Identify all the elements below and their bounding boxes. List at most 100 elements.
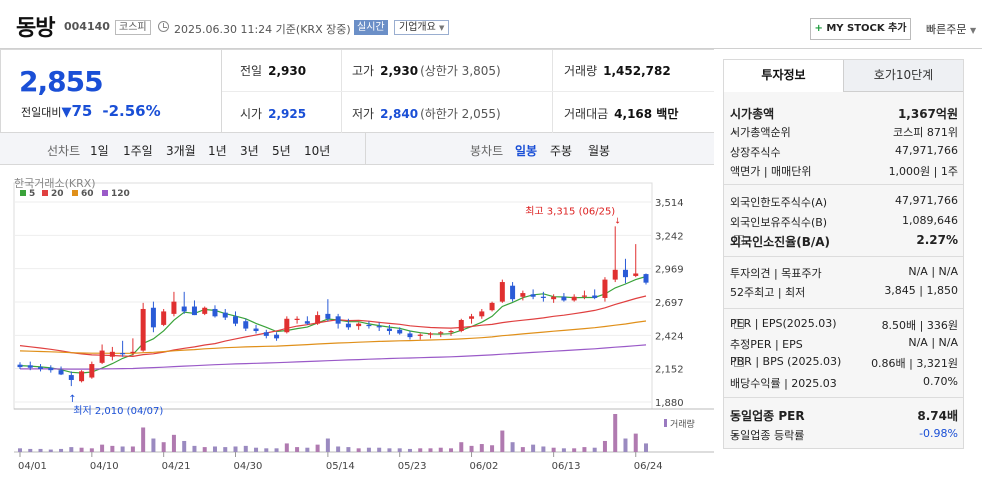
candle-body (510, 285, 516, 300)
tab-1w[interactable]: 1주일 (123, 144, 153, 158)
volume-bar (520, 447, 525, 452)
info-row-foreign-holding: 외국인보유주식수(B) 1,089,646 (730, 214, 958, 234)
volume-bar (561, 448, 566, 452)
candle-body (571, 296, 577, 301)
x-tick-label: 04/21 (162, 461, 191, 472)
chevron-right-icon[interactable]: ▸ (734, 410, 739, 419)
volume-bar (418, 448, 423, 452)
info-row-par-value: 액면가 | 매매단위 1,000원 | 1주 (730, 163, 958, 183)
tabs-divider (365, 133, 366, 165)
volume-bar (192, 445, 197, 452)
tab-daily[interactable]: 일봉 (515, 144, 538, 158)
candle-body (161, 311, 167, 325)
chevron-right-icon[interactable]: ▸ (734, 430, 739, 439)
volume-bar (325, 438, 330, 452)
stock-chart[interactable]: 한국거래소(KRX) 5 20 60 120 3,514 3,242 2,969 2,697 2,… (0, 165, 714, 490)
volume-bar (274, 448, 279, 452)
change-row: 전일대비▼75 -2.56% (21, 102, 161, 120)
info-label-52w-high-low: 52주최고 | 최저 (730, 286, 806, 299)
x-tick-label: 06/24 (634, 461, 663, 472)
legend-swatch (72, 190, 78, 196)
quick-order-button[interactable]: 빠른주문 ▼ (926, 21, 976, 37)
candle-body (592, 295, 598, 298)
volume-bar (161, 442, 166, 452)
my-stock-add-button[interactable]: + MY STOCK 추가 (810, 18, 911, 40)
tab-monthly[interactable]: 월봉 (588, 144, 611, 158)
tab-invest-info[interactable]: 투자정보 (724, 60, 844, 92)
volume-bar (541, 446, 546, 452)
candle-body (345, 323, 351, 328)
info-label-industry-change: 동일업종 등락률 (730, 429, 805, 442)
candle-body (89, 364, 95, 378)
stat-low-label: 저가 (352, 107, 375, 121)
candle-body (191, 306, 197, 316)
candle-body (643, 274, 649, 283)
stat-prev-label: 전일 (240, 64, 263, 78)
candle-body (427, 333, 433, 335)
candle-body (130, 351, 136, 354)
volume-bar (151, 438, 156, 452)
tab-1y[interactable]: 1년 (208, 144, 227, 158)
tab-3m[interactable]: 3개월 (166, 144, 196, 158)
stock-code: 004140 (64, 20, 110, 33)
tab-1d[interactable]: 1일 (90, 144, 109, 158)
info-value-est-per-eps: N/A | N/A (908, 336, 958, 349)
volume-bar (592, 447, 597, 452)
info-row-listed-shares: 상장주식수 47,971,766 (730, 144, 958, 164)
candle-body (212, 308, 218, 317)
y-tick-label: 2,969 (655, 265, 684, 276)
x-tick-label: 04/10 (90, 461, 119, 472)
low-arrow-icon: ↑ (68, 394, 76, 405)
info-value-dividend-yield: 0.70% (923, 375, 958, 388)
info-divider (724, 256, 963, 257)
tab-order-book[interactable]: 호가10단계 (844, 60, 963, 92)
y-tick-label: 3,514 (655, 198, 684, 209)
info-row-opinion-target: 투자의견 | 목표주가 N/A | N/A (730, 265, 958, 285)
candle-body (99, 350, 105, 363)
volume-bar (182, 440, 187, 452)
volume-bar (551, 447, 556, 452)
realtime-badge[interactable]: 실시간 (354, 20, 388, 35)
volume-bar (644, 443, 648, 452)
info-label-market-cap-rank: 시가총액순위 (730, 126, 791, 139)
candle-body (294, 318, 300, 320)
stat-amount: 거래대금 4,168 백만 (564, 105, 678, 122)
clock-icon (158, 21, 169, 32)
help-icon[interactable]: ? (734, 319, 744, 329)
ma60-line (19, 320, 647, 354)
help-icon[interactable]: ? (734, 235, 744, 245)
info-label-opinion-target: 투자의견 | 목표주가 (730, 267, 822, 280)
volume-bar (110, 445, 115, 452)
volume-bar (438, 447, 443, 452)
tab-3y[interactable]: 3년 (240, 144, 259, 158)
stat-prev: 전일 2,930 (240, 62, 306, 79)
tab-5y[interactable]: 5년 (272, 144, 291, 158)
info-label-industry-per: 동일업종 PER (730, 409, 805, 423)
info-value-per-eps: 8.50배 | 336원 (881, 319, 958, 332)
volume-bar (100, 444, 105, 452)
info-row-foreign-limit: 외국인한도주식수(A) 47,971,766 (730, 194, 958, 214)
tab-10y[interactable]: 10년 (304, 144, 331, 158)
chevron-right-icon[interactable]: ▸ (734, 127, 739, 136)
company-info-dropdown[interactable]: 기업개요 ▼ (394, 20, 450, 35)
candle-body (530, 294, 536, 297)
volume-bar (223, 447, 228, 452)
volume-bar (469, 445, 474, 452)
x-tick-label: 06/13 (552, 461, 581, 472)
volume-legend-swatch (664, 419, 667, 427)
candle-body (263, 332, 269, 336)
help-icon[interactable]: ? (734, 357, 744, 367)
info-label-foreign-ratio: 외국인소진율(B/A) (730, 235, 831, 249)
candle-body (335, 316, 341, 324)
change-label: 전일대비 (21, 106, 62, 119)
tab-weekly[interactable]: 주봉 (550, 144, 573, 158)
stock-name: 동방 (16, 16, 55, 41)
line-chart-label: 선차트 (47, 144, 81, 158)
volume-bar (48, 449, 53, 452)
info-value-listed-shares: 47,971,766 (895, 144, 958, 157)
candle-body (27, 365, 33, 368)
info-value-52w-high-low: 3,845 | 1,850 (884, 284, 958, 297)
stat-low-value: 2,840 (380, 107, 419, 121)
volume-bar (356, 448, 361, 452)
company-info-label: 기업개요 (399, 22, 436, 33)
